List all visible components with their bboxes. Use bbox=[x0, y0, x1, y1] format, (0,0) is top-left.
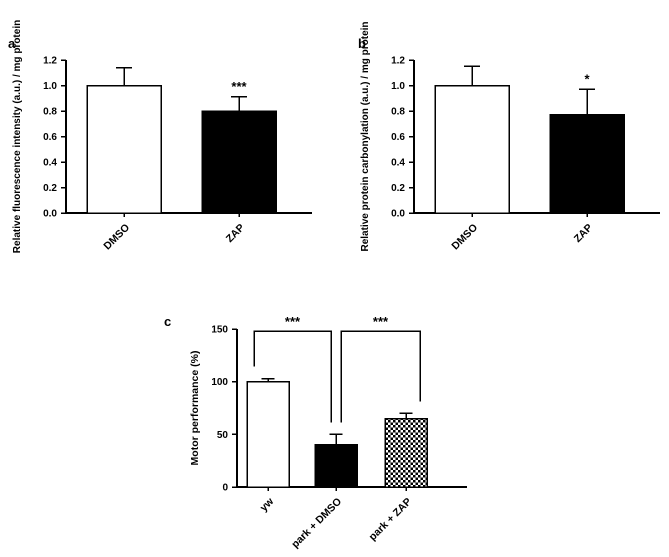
significance-bracket bbox=[253, 330, 332, 423]
y-tick-label: 1.2 bbox=[391, 56, 405, 67]
x-tick-label: yw bbox=[258, 495, 277, 514]
panel-label-b: b bbox=[358, 36, 366, 51]
significance-stars: *** bbox=[285, 314, 301, 329]
x-tick-label: DMSO bbox=[101, 222, 132, 253]
y-tick-label: 0.4 bbox=[391, 158, 405, 169]
significance-bracket bbox=[340, 330, 421, 423]
y-tick-label: 0.0 bbox=[43, 209, 57, 220]
panel-b-chart: 0.0 0.2 0.4 0.6 0.8 1.0 1.2 Relative protein ca… bbox=[360, 21, 660, 253]
x-tick-label: park + ZAP bbox=[367, 496, 414, 543]
x-tick-label: ZAP bbox=[572, 222, 595, 245]
significance-stars: *** bbox=[373, 314, 389, 329]
y-tick-label: 50 bbox=[217, 430, 229, 441]
y-axis-title: Relative fluorescence intensity (a.u.) /… bbox=[12, 20, 23, 253]
significance-stars: * bbox=[584, 71, 590, 86]
panel-c-chart: 0 50 100 150 Motor performance (%) yw park + D… bbox=[189, 314, 467, 551]
x-tick-label: DMSO bbox=[449, 222, 480, 253]
y-tick-label: 0.0 bbox=[391, 209, 405, 220]
y-tick-label: 0.4 bbox=[43, 158, 57, 169]
panel-a-chart: 0.0 0.2 0.4 0.6 0.8 1.0 1.2 Relative fluorescen… bbox=[12, 20, 312, 253]
y-tick-label: 1.2 bbox=[43, 56, 57, 67]
bar bbox=[86, 84, 162, 214]
bar bbox=[434, 84, 510, 214]
y-tick-label: 0 bbox=[222, 483, 228, 494]
panel-label-a: a bbox=[8, 36, 16, 51]
bar bbox=[246, 380, 290, 488]
y-tick-label: 0.2 bbox=[391, 183, 405, 194]
bar bbox=[314, 444, 358, 488]
y-tick-label: 150 bbox=[211, 325, 228, 336]
y-axis-title: Relative protein carbonylation (a.u.) / … bbox=[360, 21, 371, 251]
x-tick-label: park + DMSO bbox=[289, 496, 344, 551]
y-tick-label: 0.8 bbox=[391, 107, 405, 118]
y-tick-label: 1.0 bbox=[391, 81, 405, 92]
bar bbox=[384, 417, 428, 488]
bar bbox=[201, 110, 277, 214]
y-tick-label: 0.8 bbox=[43, 107, 57, 118]
x-tick-label: ZAP bbox=[224, 222, 247, 245]
significance-stars: *** bbox=[231, 79, 247, 94]
y-tick-label: 0.6 bbox=[391, 132, 405, 143]
bar bbox=[549, 114, 625, 214]
y-tick-label: 1.0 bbox=[43, 81, 57, 92]
y-axis-title: Motor performance (%) bbox=[189, 351, 201, 466]
panel-label-c: c bbox=[164, 314, 172, 329]
y-tick-label: 100 bbox=[211, 377, 228, 388]
y-tick-label: 0.2 bbox=[43, 183, 57, 194]
y-tick-label: 0.6 bbox=[43, 132, 57, 143]
